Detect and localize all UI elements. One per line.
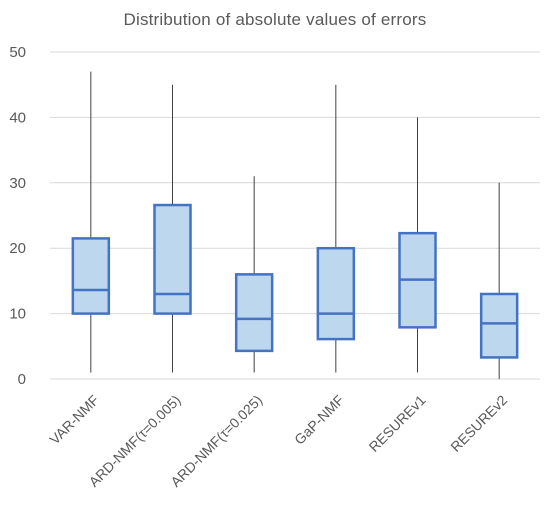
box [234, 273, 274, 353]
x-tick-label: RESUREv2 [447, 392, 510, 455]
x-tick-label: ARD-NMF(τ=0.005) [86, 392, 184, 490]
y-tick-label: 50 [9, 44, 26, 61]
x-tick-label: GaP-NMF [291, 392, 347, 448]
y-tick-label: 0 [18, 371, 26, 388]
box [71, 237, 111, 315]
box [153, 203, 192, 315]
y-tick-label: 40 [9, 109, 26, 126]
x-tick-label: ARD-NMF(τ=0.025) [167, 392, 265, 490]
box [316, 246, 356, 341]
x-tick-label: VAR-NMF [46, 392, 102, 448]
y-tick-label: 10 [9, 306, 26, 323]
chart-title: Distribution of absolute values of error… [123, 10, 427, 29]
x-tick-label: RESUREv1 [366, 392, 429, 455]
box [479, 292, 519, 359]
y-tick-label: 30 [9, 175, 26, 192]
y-tick-label: 20 [9, 240, 26, 257]
